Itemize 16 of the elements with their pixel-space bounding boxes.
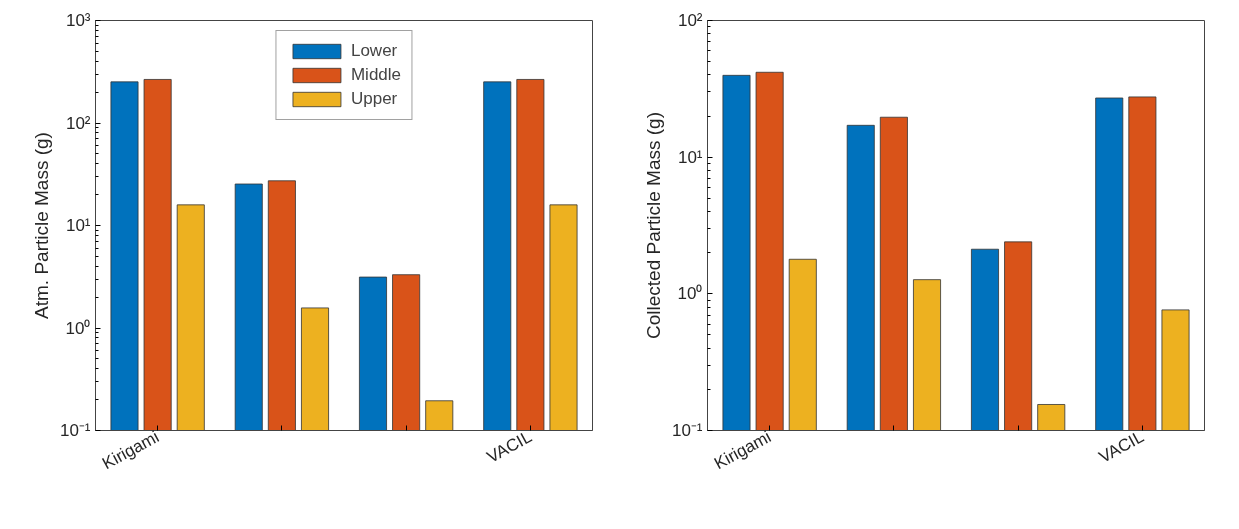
y-tick-label: 10² (65, 113, 91, 133)
legend-label: Middle (350, 65, 402, 85)
y-tick-label: 10⁻¹ (671, 421, 703, 440)
y-tick-label: 10¹ (677, 147, 703, 167)
x-tick-label: VACIL (1095, 427, 1147, 467)
legend-label: Upper (350, 89, 398, 109)
y-tick-label: 10⁻¹ (59, 421, 91, 440)
y-tick-label: 10³ (65, 11, 91, 30)
y-axis-title: Collected Particle Mass (g) (642, 111, 664, 340)
x-tick-label: VACIL (483, 427, 535, 467)
y-tick-label: 10⁰ (65, 318, 91, 338)
y-tick-label: 10² (677, 11, 703, 30)
y-tick-label: 10⁰ (677, 284, 703, 304)
y-tick-label: 10¹ (65, 216, 91, 235)
y-axis-title: Atm. Particle Mass (g) (30, 132, 52, 319)
legend-label: Lower (350, 41, 398, 61)
